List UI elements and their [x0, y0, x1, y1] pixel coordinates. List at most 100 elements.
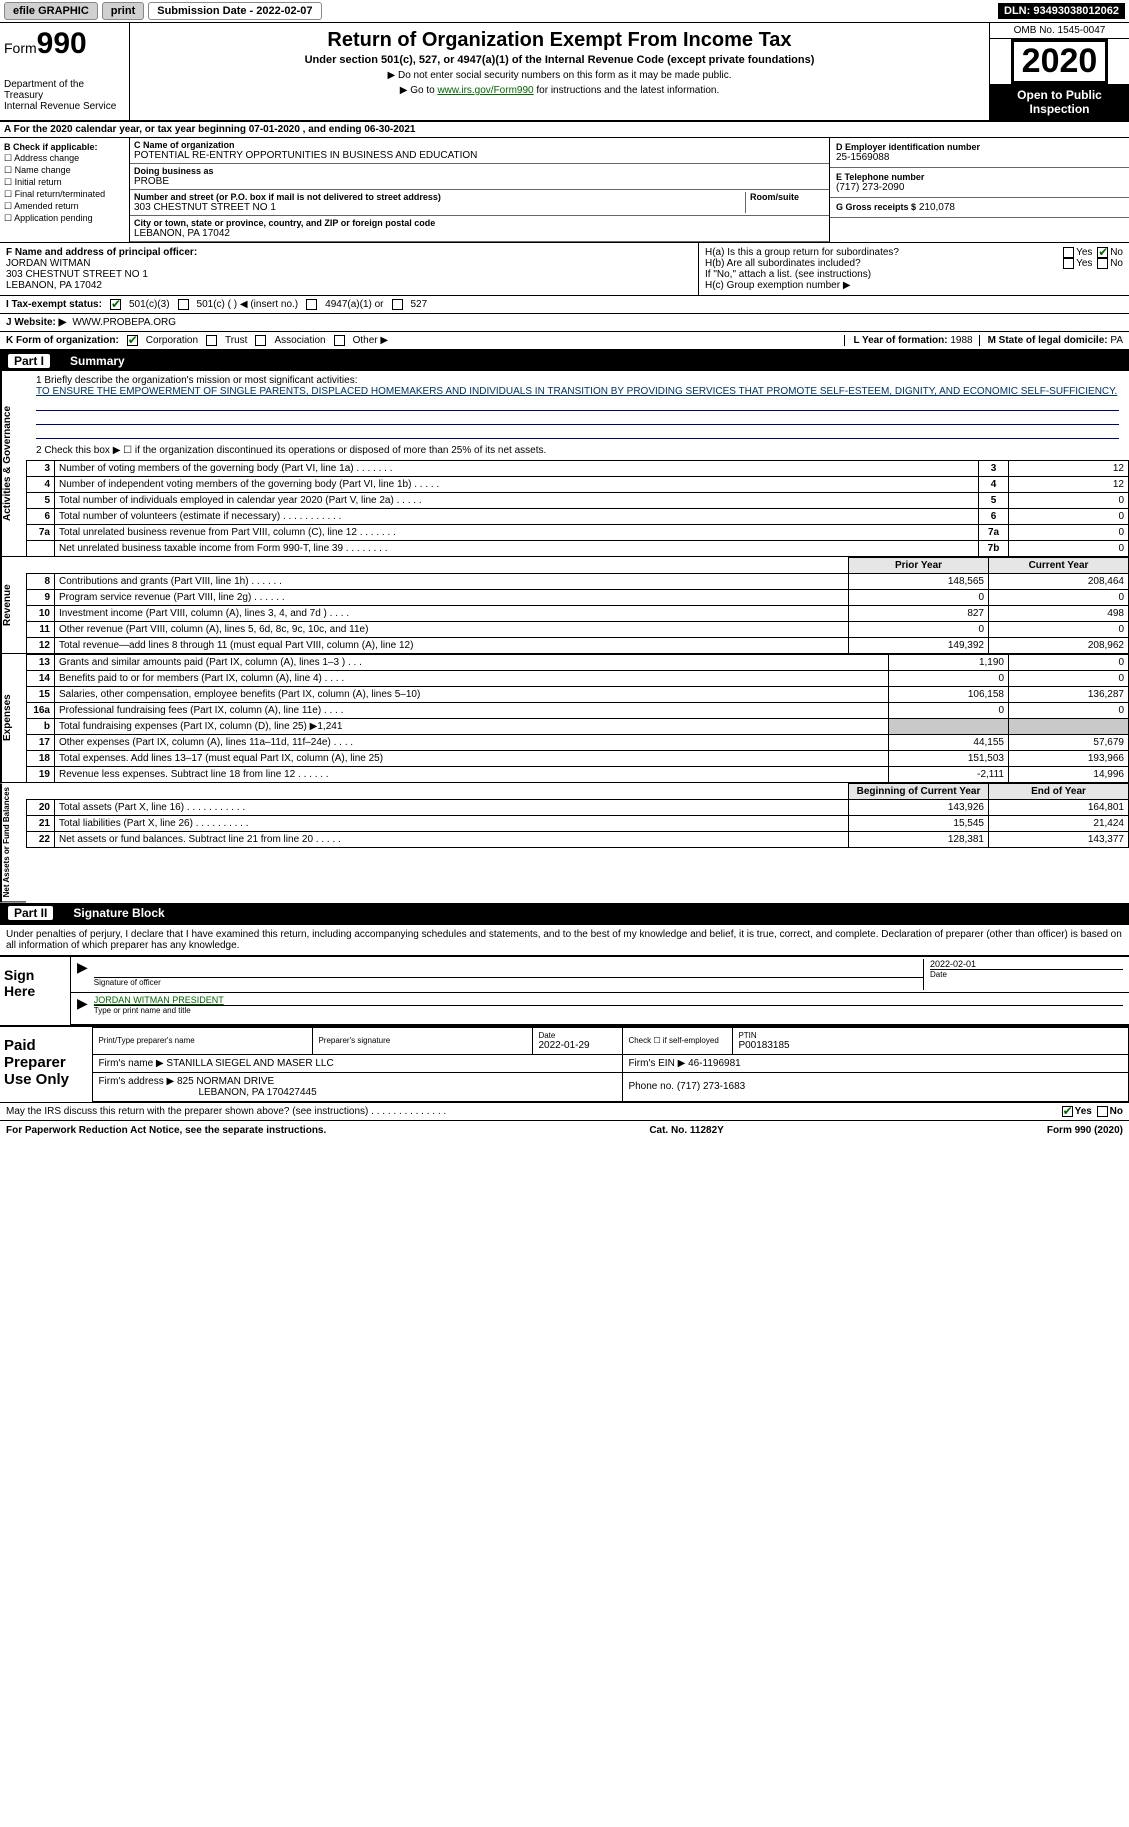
- prep-date-label: Date: [538, 1031, 617, 1040]
- table-row: 13Grants and similar amounts paid (Part …: [27, 655, 1129, 671]
- cb-501c3[interactable]: [110, 299, 121, 310]
- officer-typed-name: JORDAN WITMAN PRESIDENT: [94, 995, 1123, 1005]
- blank: [27, 784, 55, 800]
- side-expenses: Expenses: [0, 654, 26, 783]
- prep-date-value: 2022-01-29: [538, 1040, 617, 1051]
- state-domicile-value: PA: [1110, 335, 1123, 346]
- room-label: Room/suite: [750, 192, 825, 202]
- paid-preparer-label: Paid Preparer Use Only: [0, 1027, 92, 1102]
- sign-here-block: Sign Here ▶ Signature of officer 2022-02…: [0, 955, 1129, 1025]
- expenses-section: Expenses 13Grants and similar amounts pa…: [0, 654, 1129, 783]
- ha-no[interactable]: [1097, 247, 1108, 258]
- period-line: A For the 2020 calendar year, or tax yea…: [0, 122, 1129, 138]
- form-title-block: Return of Organization Exempt From Incom…: [130, 23, 989, 120]
- table-row: 14Benefits paid to or for members (Part …: [27, 671, 1129, 687]
- website-value: WWW.PROBEPA.ORG: [72, 317, 176, 328]
- discuss-no[interactable]: [1097, 1106, 1108, 1117]
- cb-assoc[interactable]: [255, 335, 266, 346]
- revenue-table: Prior Year Current Year 8Contributions a…: [26, 557, 1129, 654]
- paperwork-notice: For Paperwork Reduction Act Notice, see …: [6, 1125, 326, 1136]
- 501c3-label: 501(c)(3): [129, 299, 170, 310]
- firm-addr2: LEBANON, PA 170427445: [198, 1087, 316, 1098]
- underline-2: [36, 411, 1119, 425]
- cb-address-change[interactable]: ☐ Address change: [4, 153, 125, 164]
- cb-final-return[interactable]: ☐ Final return/terminated: [4, 189, 125, 200]
- type-name-label: Type or print name and title: [94, 1005, 1123, 1015]
- table-row: 16aProfessional fundraising fees (Part I…: [27, 703, 1129, 719]
- cat-no: Cat. No. 11282Y: [649, 1125, 723, 1136]
- firm-ein-label: Firm's EIN ▶: [628, 1058, 685, 1069]
- cb-amended-return[interactable]: ☐ Amended return: [4, 201, 125, 212]
- cb-app-label: Application pending: [14, 213, 93, 223]
- cb-501c[interactable]: [178, 299, 189, 310]
- table-row: bTotal fundraising expenses (Part IX, co…: [27, 719, 1129, 735]
- officer-label: F Name and address of principal officer:: [6, 247, 692, 258]
- phone-value: (717) 273-2090: [836, 182, 1123, 193]
- ha-yes[interactable]: [1063, 247, 1074, 258]
- table-row: 8Contributions and grants (Part VIII, li…: [27, 574, 1129, 590]
- sig-date-label: Date: [930, 969, 1123, 979]
- cb-name-change[interactable]: ☐ Name change: [4, 165, 125, 176]
- cb-4947[interactable]: [306, 299, 317, 310]
- self-employed-check[interactable]: Check ☐ if self-employed: [623, 1027, 733, 1054]
- block-c: C Name of organization POTENTIAL RE-ENTR…: [130, 138, 829, 242]
- mission-q: 1 Briefly describe the organization's mi…: [36, 375, 1119, 386]
- cb-corp[interactable]: [127, 335, 138, 346]
- discuss-yes[interactable]: [1062, 1106, 1073, 1117]
- form-subtitle: Under section 501(c), 527, or 4947(a)(1)…: [138, 54, 981, 66]
- form-note2: ▶ Go to www.irs.gov/Form990 for instruct…: [138, 85, 981, 96]
- expenses-table: 13Grants and similar amounts paid (Part …: [26, 654, 1129, 783]
- tax-year: 2020: [1011, 39, 1109, 84]
- irs-link[interactable]: www.irs.gov/Form990: [437, 85, 533, 96]
- no-label: No: [1110, 247, 1123, 258]
- table-row: 9Program service revenue (Part VIII, lin…: [27, 590, 1129, 606]
- gov-table: 3Number of voting members of the governi…: [26, 460, 1129, 557]
- hb-no[interactable]: [1097, 258, 1108, 269]
- form-title: Return of Organization Exempt From Incom…: [138, 29, 981, 52]
- side-netassets: Net Assets or Fund Balances: [0, 783, 26, 902]
- table-row: 11Other revenue (Part VIII, column (A), …: [27, 622, 1129, 638]
- form-number-block: Form990 Department of the Treasury Inter…: [0, 23, 130, 120]
- part1-header: Part I Summary: [0, 351, 1129, 371]
- current-year-header: Current Year: [989, 558, 1129, 574]
- revenue-section: Revenue Prior Year Current Year 8Contrib…: [0, 557, 1129, 654]
- blank: [27, 558, 55, 574]
- hb-yes[interactable]: [1063, 258, 1074, 269]
- underline-1: [36, 397, 1119, 411]
- year-formation-value: 1988: [950, 335, 972, 346]
- prep-name-label: Print/Type preparer's name: [98, 1036, 307, 1045]
- table-row: 10Investment income (Part VIII, column (…: [27, 606, 1129, 622]
- print-button[interactable]: print: [102, 2, 144, 20]
- city-label: City or town, state or province, country…: [134, 218, 825, 228]
- cb-final-label: Final return/terminated: [15, 189, 106, 199]
- org-name-label: C Name of organization: [134, 140, 825, 150]
- org-name: POTENTIAL RE-ENTRY OPPORTUNITIES IN BUSI…: [134, 150, 825, 161]
- hc-label: H(c) Group exemption number ▶: [705, 280, 1123, 291]
- table-row: 5Total number of individuals employed in…: [27, 493, 1129, 509]
- governance-section: Activities & Governance 1 Briefly descri…: [0, 371, 1129, 557]
- cb-other[interactable]: [334, 335, 345, 346]
- table-row: 20Total assets (Part X, line 16) . . . .…: [27, 800, 1129, 816]
- prep-phone-label: Phone no.: [628, 1081, 674, 1092]
- cb-527[interactable]: [392, 299, 403, 310]
- mission-text: TO ENSURE THE EMPOWERMENT OF SINGLE PARE…: [36, 386, 1119, 397]
- table-row: 12Total revenue—add lines 8 through 11 (…: [27, 638, 1129, 654]
- cb-trust[interactable]: [206, 335, 217, 346]
- cb-initial-return[interactable]: ☐ Initial return: [4, 177, 125, 188]
- paid-preparer-block: Paid Preparer Use Only Print/Type prepar…: [0, 1025, 1129, 1102]
- ha-label: H(a) Is this a group return for subordin…: [705, 247, 899, 258]
- efile-button[interactable]: efile GRAPHIC: [4, 2, 98, 20]
- cb-app-pending[interactable]: ☐ Application pending: [4, 213, 125, 224]
- table-row: 21Total liabilities (Part X, line 26) . …: [27, 816, 1129, 832]
- dba-value: PROBE: [134, 176, 825, 187]
- table-row: 19Revenue less expenses. Subtract line 1…: [27, 767, 1129, 783]
- cb-name-label: Name change: [15, 165, 71, 175]
- hb-label: H(b) Are all subordinates included?: [705, 258, 861, 269]
- submission-date-badge: Submission Date - 2022-02-07: [148, 2, 321, 20]
- sig-date-value: 2022-02-01: [930, 959, 1123, 969]
- table-row: 18Total expenses. Add lines 13–17 (must …: [27, 751, 1129, 767]
- sig-officer-label: Signature of officer: [94, 977, 923, 987]
- prior-year-header: Prior Year: [849, 558, 989, 574]
- block-f: F Name and address of principal officer:…: [0, 243, 699, 295]
- yes-label: Yes: [1076, 247, 1092, 258]
